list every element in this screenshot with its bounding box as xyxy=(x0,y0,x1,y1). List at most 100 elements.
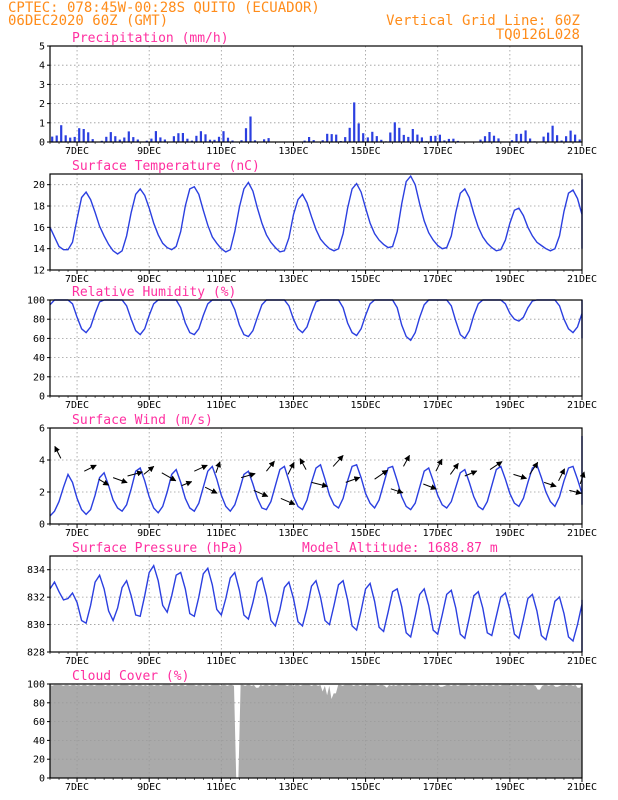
precipitation-bar xyxy=(64,135,67,142)
temperature-frame xyxy=(49,173,583,271)
header-grid-line: Vertical Grid Line: 60Z xyxy=(386,13,580,29)
cloud-cover-ytick-label: 60 xyxy=(33,717,45,728)
precipitation-bar xyxy=(118,139,121,142)
wind-direction-arrow xyxy=(513,473,528,480)
wind-direction-arrow xyxy=(311,481,329,489)
temperature-xtick-label: 17DEC xyxy=(423,274,453,285)
precipitation-bar xyxy=(335,134,338,142)
cloud-cover-xtick-label: 13DEC xyxy=(278,782,308,793)
precipitation-bar xyxy=(145,140,148,142)
temperature-ytick-label: 16 xyxy=(33,223,45,234)
precipitation-bar xyxy=(452,138,455,142)
precipitation-bar xyxy=(69,137,72,142)
humidity-panel: Relative Humidity (%) 0 20 40 60 80 100 7DEC 9DE… xyxy=(27,285,597,411)
precipitation-bar xyxy=(357,123,360,142)
wind-direction-arrow xyxy=(127,470,144,477)
header-model-code: TQ0126L028 xyxy=(496,27,580,43)
precipitation-bar xyxy=(515,133,518,142)
precipitation-bar xyxy=(348,127,351,142)
wind-direction-arrow xyxy=(112,477,128,484)
precipitation-bar xyxy=(447,138,450,142)
temperature-xtick-label: 7DEC xyxy=(65,274,89,285)
humidity-ytick-label: 100 xyxy=(27,296,45,307)
precipitation-bar xyxy=(366,137,369,142)
pressure-xtick-label: 21DEC xyxy=(567,656,597,667)
precipitation-bar xyxy=(190,140,193,142)
pressure-title: Surface Pressure (hPa) xyxy=(72,541,244,556)
humidity-xtick-label: 13DEC xyxy=(278,400,308,411)
wind-direction-arrow xyxy=(266,460,275,472)
precipitation-ytick-label: 5 xyxy=(39,42,45,53)
precipitation-bar xyxy=(380,139,383,142)
precipitation-bar xyxy=(51,136,54,142)
precipitation-bar xyxy=(177,133,180,142)
wind-direction-arrow xyxy=(529,461,539,475)
pressure-altitude-annotation: Model Altitude: 1688.87 m xyxy=(302,541,498,556)
pressure-xtick-label: 19DEC xyxy=(495,656,525,667)
wind-xtick-label: 17DEC xyxy=(423,528,453,539)
wind-direction-arrow xyxy=(194,464,208,472)
pressure-ytick-label: 834 xyxy=(27,565,45,576)
precipitation-bar xyxy=(154,131,157,142)
wind-direction-arrow xyxy=(489,461,503,471)
cloud-cover-xtick-label: 11DEC xyxy=(206,782,236,793)
header-location: CPTEC: 078:45W-00:28S QUITO (ECUADOR) xyxy=(8,0,320,16)
precipitation-bar xyxy=(195,135,198,142)
pressure-ytick-label: 832 xyxy=(27,593,45,604)
precipitation-xtick-label: 17DEC xyxy=(423,146,453,157)
wind-ytick-label: 4 xyxy=(39,456,45,467)
precipitation-bar xyxy=(204,134,207,142)
precipitation-bar xyxy=(443,140,446,142)
pressure-xtick-label: 17DEC xyxy=(423,656,453,667)
temperature-ytick-label: 12 xyxy=(33,266,45,277)
precipitation-bar xyxy=(186,138,189,142)
precipitation-bar xyxy=(222,131,225,142)
cloud-cover-ytick-label: 40 xyxy=(33,736,45,747)
precipitation-bar xyxy=(407,136,410,142)
precipitation-bar xyxy=(150,138,153,142)
precipitation-bar xyxy=(159,137,162,142)
precipitation-bar xyxy=(249,116,252,142)
precipitation-bar xyxy=(375,136,378,142)
precipitation-bar xyxy=(569,130,572,142)
temperature-ytick-label: 20 xyxy=(33,180,45,191)
precipitation-bar xyxy=(497,138,500,142)
precipitation-xtick-label: 7DEC xyxy=(65,146,89,157)
precipitation-bar xyxy=(353,102,356,142)
wind-direction-arrow xyxy=(241,472,256,479)
humidity-series-line xyxy=(49,299,583,342)
humidity-title: Relative Humidity (%) xyxy=(72,285,236,300)
precipitation-bar xyxy=(560,140,563,142)
wind-direction-arrow xyxy=(543,481,557,488)
precipitation-bar xyxy=(105,136,108,142)
temperature-xtick-label: 15DEC xyxy=(351,274,381,285)
temperature-title: Surface Temperature (nC) xyxy=(72,159,260,174)
cloud-cover-ytick-label: 0 xyxy=(39,774,45,785)
wind-direction-arrow xyxy=(54,445,62,459)
cloud-cover-xtick-label: 17DEC xyxy=(423,782,453,793)
precipitation-bar xyxy=(91,139,94,142)
wind-direction-arrow xyxy=(374,469,389,480)
precipitation-bar xyxy=(574,134,577,142)
precipitation-panel: Precipitation (mm/h) 0 1 2 3 4 5 7DEC 9DEC 11DEC 1… xyxy=(39,31,597,157)
temperature-xtick-label: 21DEC xyxy=(567,274,597,285)
precipitation-xtick-label: 9DEC xyxy=(137,146,161,157)
precipitation-bar xyxy=(109,132,112,142)
wind-xtick-label: 9DEC xyxy=(137,528,161,539)
precipitation-bar xyxy=(411,129,414,142)
wind-direction-arrow xyxy=(215,461,221,473)
humidity-xtick-label: 7DEC xyxy=(65,400,89,411)
wind-direction-arrow xyxy=(181,480,193,487)
precipitation-xtick-label: 13DEC xyxy=(278,146,308,157)
precipitation-bar xyxy=(73,136,76,142)
humidity-xtick-label: 15DEC xyxy=(351,400,381,411)
precipitation-bar xyxy=(226,137,230,142)
precipitation-bar xyxy=(578,139,581,142)
precipitation-bar xyxy=(55,135,58,142)
wind-ytick-label: 6 xyxy=(39,424,45,435)
precipitation-ytick-label: 1 xyxy=(39,118,45,129)
cloud-cover-xtick-label: 19DEC xyxy=(495,782,525,793)
wind-direction-arrow xyxy=(390,488,404,494)
wind-direction-arrow xyxy=(204,486,218,494)
